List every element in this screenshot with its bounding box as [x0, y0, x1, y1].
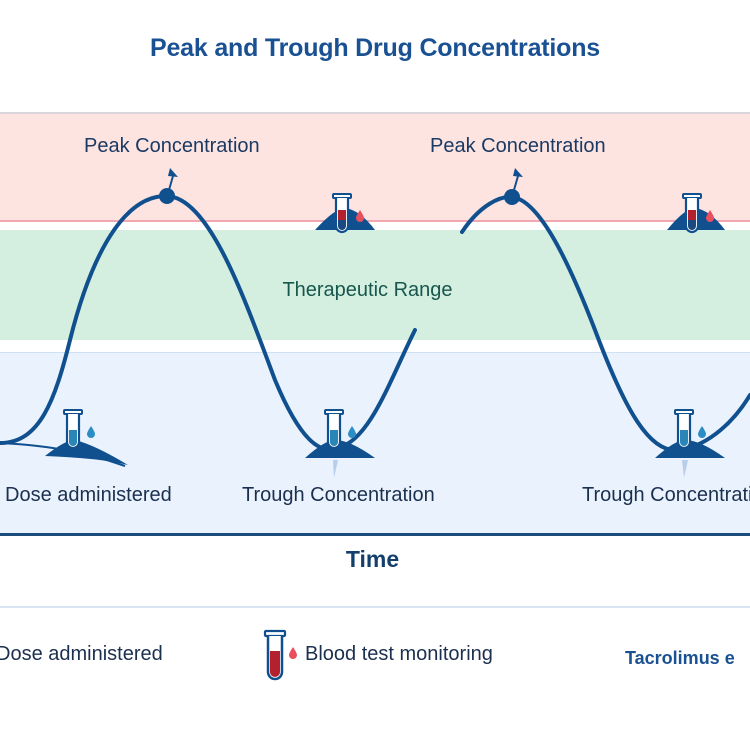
- time-axis: [0, 533, 750, 536]
- page-title: Peak and Trough Drug Concentrations: [150, 34, 600, 62]
- low-zone: [0, 352, 750, 534]
- x-axis-label: Time: [345, 546, 400, 572]
- therapeutic-label: Therapeutic Range: [282, 279, 453, 301]
- divider: [0, 112, 750, 114]
- peak-marker-1: [159, 168, 178, 204]
- therapeutic-zone: [0, 230, 750, 340]
- peak-marker-2: [504, 168, 523, 205]
- dose-label: Dose administered: [5, 484, 172, 506]
- trough-label-1: Trough Concentration: [242, 484, 435, 506]
- legend-divider: [0, 606, 750, 608]
- legend-item-dose: Dose administered: [0, 643, 163, 665]
- legend-blood-tube-icon: [263, 629, 297, 681]
- peak-label-2: Peak Concentration: [430, 135, 606, 157]
- concentration-curve: [0, 193, 417, 452]
- peak-label-1: Peak Concentration: [84, 135, 260, 157]
- legend-item-blood-test: Blood test monitoring: [305, 643, 493, 665]
- sample-tube-icon: [62, 408, 97, 450]
- legend-brand: Tacrolimus e: [625, 648, 735, 668]
- peak-zone: [0, 114, 750, 222]
- trough-label-2: Trough Concentration: [582, 484, 750, 506]
